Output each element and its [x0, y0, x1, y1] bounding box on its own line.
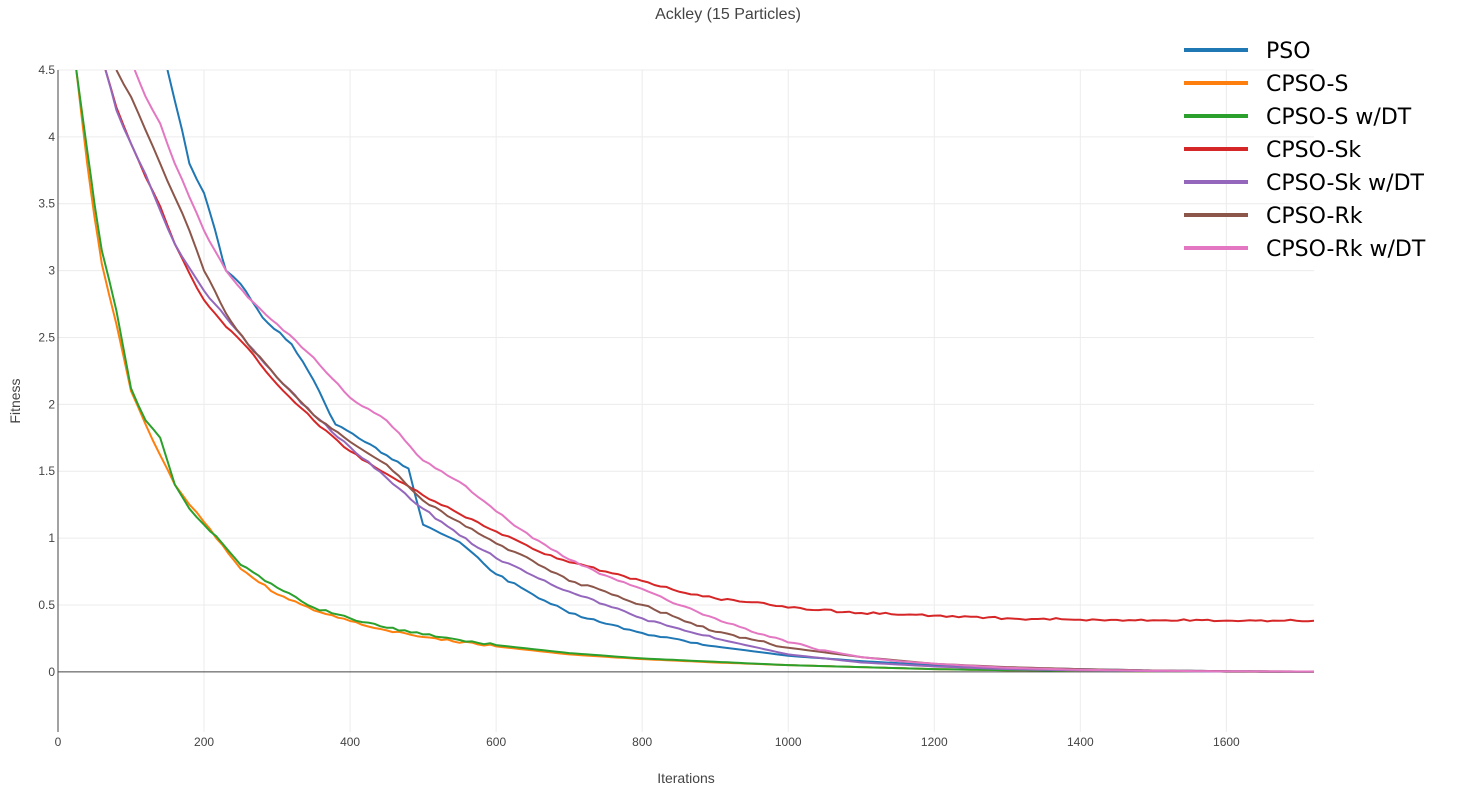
series-line-cpso-s: [75, 70, 1314, 673]
x-tick-label: 1200: [921, 735, 948, 749]
series-line-cpso-sk-w-dt: [104, 70, 1314, 673]
legend-label: CPSO-S: [1266, 72, 1348, 97]
y-tick-label: 1.5: [38, 464, 55, 478]
series-line-cpso-rk-w-dt: [133, 70, 1314, 673]
y-axis-title: Fitness: [7, 378, 23, 423]
series-line-pso: [166, 70, 1314, 673]
series-line-cpso-rk: [115, 70, 1314, 673]
y-tick-label: 2: [48, 397, 55, 411]
x-tick-label: 1000: [775, 735, 802, 749]
x-axis-title: Iterations: [657, 770, 715, 786]
y-tick-label: 3: [48, 264, 55, 278]
y-tick-label: 0: [48, 665, 55, 679]
legend-label: CPSO-Rk w/DT: [1266, 237, 1426, 262]
grid-layer: [58, 69, 1314, 732]
axis-layer: 0 200 400 600 800 1000 1200 1400 1600 0 0.5 1 1.5 2 2.…: [38, 63, 1240, 749]
legend: PSO CPSO-S CPSO-S w/DT CPSO-Sk CPSO-Sk w/DT C…: [1184, 39, 1426, 262]
legend-label: CPSO-S w/DT: [1266, 105, 1412, 130]
x-tick-label: 1400: [1067, 735, 1094, 749]
x-tick-label: 600: [486, 735, 506, 749]
x-tick-label: 200: [194, 735, 214, 749]
zero-line-layer: [57, 70, 1314, 732]
series-line-cpso-s-w-dt: [75, 70, 1314, 673]
chart-title: Ackley (15 Particles): [655, 6, 801, 23]
x-tick-label: 800: [632, 735, 652, 749]
legend-label: CPSO-Sk w/DT: [1266, 171, 1425, 196]
y-tick-label: 0.5: [38, 598, 55, 612]
legend-label: PSO: [1266, 39, 1311, 64]
legend-label: CPSO-Sk: [1266, 138, 1361, 163]
x-tick-label: 1600: [1213, 735, 1240, 749]
y-tick-label: 4: [48, 130, 55, 144]
y-tick-label: 2.5: [38, 330, 55, 344]
y-tick-label: 3.5: [38, 197, 55, 211]
legend-label: CPSO-Rk: [1266, 204, 1363, 229]
series-line-cpso-sk: [104, 70, 1314, 623]
x-tick-label: 0: [55, 735, 62, 749]
y-tick-label: 1: [48, 531, 55, 545]
y-tick-label: 4.5: [38, 63, 55, 77]
x-tick-label: 400: [340, 735, 360, 749]
series-layer: [75, 70, 1314, 673]
